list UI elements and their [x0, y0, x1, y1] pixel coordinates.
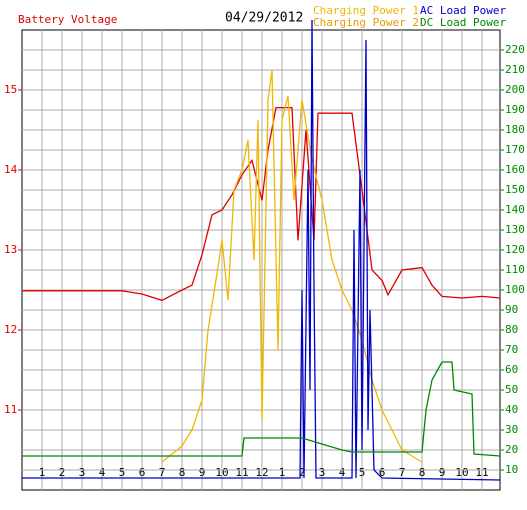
legend-entry: DC Load Power — [420, 16, 506, 29]
y-axis-title: Battery Voltage — [18, 13, 117, 26]
x-tick-label: 9 — [199, 466, 206, 479]
y-tick-label: 12 — [4, 323, 17, 336]
x-tick-label: 9 — [439, 466, 446, 479]
x-tick-label: 4 — [99, 466, 106, 479]
legend-entry: AC Load Power — [420, 4, 506, 17]
y2-tick-label: 60 — [505, 363, 518, 376]
series-line — [22, 106, 501, 302]
x-tick-label: 1 — [279, 466, 286, 479]
y2-tick-label: 10 — [505, 463, 518, 476]
x-tick-label: 7 — [159, 466, 166, 479]
legend-entry: Charging Power 2 — [313, 16, 419, 29]
y2-tick-label: 100 — [505, 283, 525, 296]
y2-tick-label: 20 — [505, 443, 518, 456]
y2-tick-label: 70 — [505, 343, 518, 356]
x-tick-label: 3 — [79, 466, 86, 479]
x-tick-label: 5 — [359, 466, 366, 479]
y2-tick-label: 150 — [505, 183, 525, 196]
y2-tick-label: 210 — [505, 63, 525, 76]
x-tick-label: 2 — [59, 466, 66, 479]
y2-tick-label: 190 — [505, 103, 525, 116]
x-tick-label: 8 — [419, 466, 426, 479]
x-tick-label: 6 — [379, 466, 386, 479]
y-tick-label: 14 — [4, 163, 18, 176]
y2-tick-label: 200 — [505, 83, 525, 96]
x-tick-label: 12 — [255, 466, 268, 479]
series-line — [22, 19, 501, 481]
y2-tick-label: 110 — [505, 263, 525, 276]
y2-tick-label: 170 — [505, 143, 525, 156]
legend-entry: Charging Power 1 — [313, 4, 419, 17]
x-tick-label: 10 — [215, 466, 228, 479]
y2-tick-label: 130 — [505, 223, 525, 236]
x-tick-label: 5 — [119, 466, 126, 479]
x-tick-label: 11 — [475, 466, 488, 479]
y2-tick-label: 160 — [505, 163, 525, 176]
chart-title: 04/29/2012 — [225, 11, 303, 26]
y2-tick-label: 90 — [505, 303, 518, 316]
y2-tick-label: 180 — [505, 123, 525, 136]
series-line — [22, 361, 501, 457]
y2-tick-label: 80 — [505, 323, 518, 336]
x-tick-label: 10 — [455, 466, 468, 479]
x-tick-label: 6 — [139, 466, 146, 479]
x-tick-label: 4 — [339, 466, 346, 479]
plot-area — [21, 29, 501, 491]
y-tick-label: 13 — [4, 243, 17, 256]
x-tick-label: 1 — [39, 466, 46, 479]
x-tick-label: 3 — [319, 466, 326, 479]
x-tick-label: 11 — [235, 466, 248, 479]
y-tick-label: 11 — [4, 403, 17, 416]
y2-tick-label: 220 — [505, 43, 525, 56]
y2-tick-label: 30 — [505, 423, 518, 436]
y2-tick-label: 140 — [505, 203, 525, 216]
y2-tick-label: 40 — [505, 403, 518, 416]
y2-tick-label: 50 — [505, 383, 518, 396]
y-tick-label: 15 — [4, 83, 17, 96]
y2-tick-label: 120 — [505, 243, 525, 256]
x-tick-label: 2 — [299, 466, 306, 479]
x-tick-label: 7 — [399, 466, 406, 479]
x-tick-label: 8 — [179, 466, 186, 479]
